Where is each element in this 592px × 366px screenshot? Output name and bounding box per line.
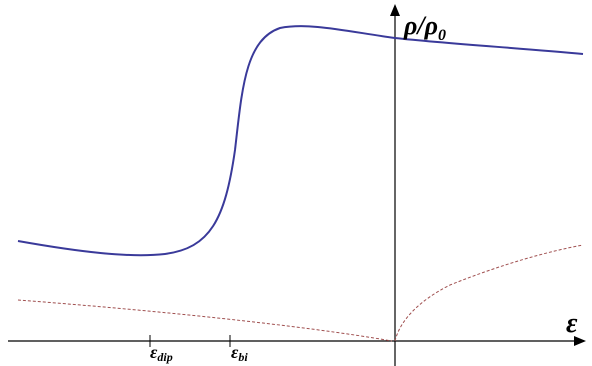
tick-label: εbi [231, 342, 248, 364]
tick-label: εdip [150, 342, 173, 364]
y-axis-label: ρ/ρ0 [403, 11, 446, 44]
solid-curve [17, 25, 584, 257]
x-axis-label: ε [566, 308, 578, 339]
dashed-curve-left [17, 299, 393, 342]
dashed-curve-right [394, 244, 584, 342]
